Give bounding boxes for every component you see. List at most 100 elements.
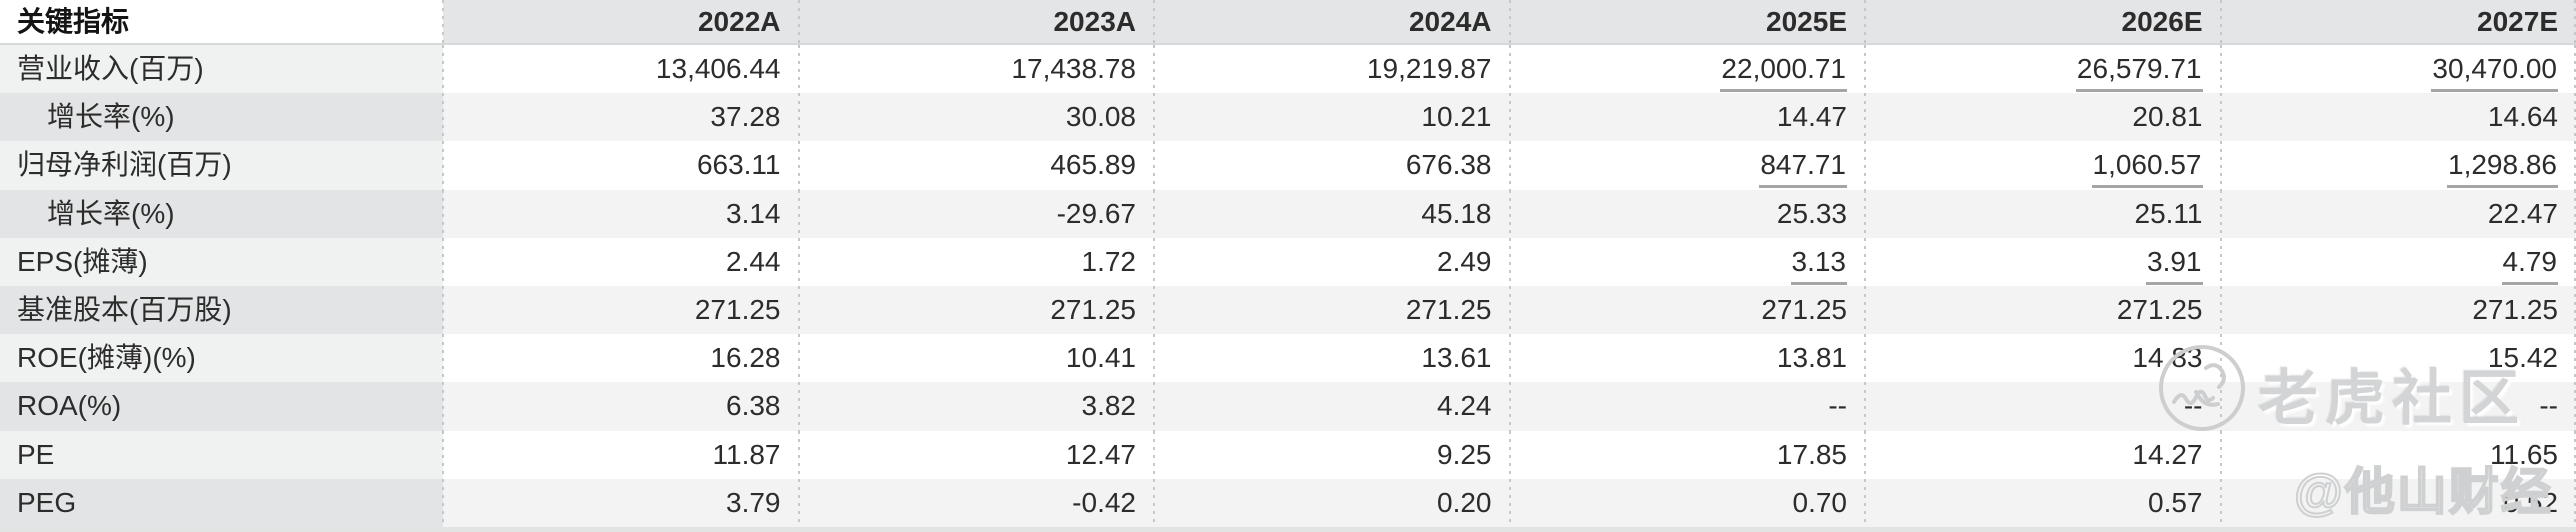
estimate-underlined-value: 1,298.86	[2447, 149, 2558, 189]
value-cell: 0.20	[1153, 478, 1510, 528]
value-cell: 17,438.78	[797, 45, 1154, 94]
value-cell: 271.25	[2219, 285, 2576, 335]
table-row: 增长率(%) 37.28 30.08 10.21 14.47 20.81 14.64	[0, 93, 2576, 142]
value-cell: 3.79	[442, 478, 799, 528]
value-cell: 10.21	[1153, 93, 1510, 142]
row-label-cell: EPS(摊薄)	[0, 237, 443, 286]
year-header-cell: 2026E	[1864, 0, 2221, 43]
table-bottom-strip	[0, 526, 2576, 532]
value-cell: 19,219.87	[1153, 45, 1510, 94]
value-cell: 16.28	[442, 334, 799, 383]
value-cell: 20.81	[1864, 93, 2221, 142]
table-row: 基准股本(百万股) 271.25 271.25 271.25 271.25 271.25 2…	[0, 285, 2576, 335]
value-cell: 14.83	[1864, 334, 2221, 383]
estimate-underlined-value: 1,060.57	[2091, 149, 2203, 189]
value-cell: 15.42	[2219, 334, 2576, 383]
value-cell: 13.81	[1508, 334, 1865, 383]
value-cell: 271.25	[1864, 285, 2221, 335]
value-cell: 465.89	[797, 141, 1154, 190]
value-cell: 26,579.71	[1864, 45, 2221, 94]
value-cell: 25.33	[1508, 189, 1865, 238]
estimate-underlined-value: 3.13	[1790, 246, 1847, 285]
table-body: 营业收入(百万) 13,406.44 17,438.78 19,219.87 22,00…	[0, 45, 2576, 528]
table-row: ROE(摊薄)(%) 16.28 10.41 13.61 13.81 14.83 15.42	[0, 334, 2576, 383]
value-cell: 13,406.44	[442, 45, 799, 94]
value-cell: 271.25	[797, 285, 1154, 335]
value-cell: 1,060.57	[1864, 141, 2221, 190]
value-cell: 271.25	[1153, 285, 1510, 335]
value-cell: --	[2219, 382, 2576, 431]
year-header-cell: 2027E	[2219, 0, 2576, 43]
value-cell: 3.13	[1508, 237, 1865, 287]
table-row: EPS(摊薄) 2.44 1.72 2.49 3.13 3.91 4.79	[0, 237, 2576, 287]
estimate-underlined-value: 3.91	[2146, 246, 2203, 285]
table-row: PEG 3.79 -0.42 0.20 0.70 0.57 0.52	[0, 478, 2576, 528]
value-cell: 6.38	[442, 382, 799, 431]
value-cell: 2.49	[1153, 237, 1510, 287]
value-cell: 25.11	[1864, 189, 2221, 238]
value-cell: 0.57	[1864, 478, 2221, 528]
value-cell: 10.41	[797, 334, 1154, 383]
value-cell: 0.52	[2219, 478, 2576, 528]
estimate-underlined-value: 26,579.71	[2075, 53, 2203, 92]
value-cell: 0.70	[1508, 478, 1865, 528]
value-cell: 271.25	[442, 285, 799, 335]
estimate-underlined-value: 22,000.71	[1720, 53, 1847, 92]
table-header-row: 关键指标 2022A 2023A 2024A 2025E 2026E 2027E	[0, 0, 2576, 45]
table-row: PE 11.87 12.47 9.25 17.85 14.27 11.65	[0, 430, 2576, 479]
value-cell: 676.38	[1153, 141, 1510, 190]
value-cell: 45.18	[1153, 189, 1510, 238]
value-cell: --	[1864, 382, 2221, 431]
row-label-cell: PEG	[0, 478, 443, 527]
value-cell: 11.65	[2219, 430, 2576, 479]
value-cell: 22.47	[2219, 189, 2576, 238]
value-cell: 13.61	[1153, 334, 1510, 383]
value-cell: 3.91	[1864, 237, 2221, 287]
value-cell: -29.67	[797, 189, 1154, 238]
row-label-cell: ROA(%)	[0, 382, 443, 431]
row-label-cell: 增长率(%)	[0, 189, 443, 238]
value-cell: 30,470.00	[2219, 45, 2576, 94]
value-cell: 9.25	[1153, 430, 1510, 479]
table-row: 归母净利润(百万) 663.11 465.89 676.38 847.71 1,060.5…	[0, 141, 2576, 190]
estimate-underlined-value: 847.71	[1759, 149, 1847, 189]
row-label-cell: 增长率(%)	[0, 93, 443, 142]
value-cell: 14.47	[1508, 93, 1865, 142]
value-cell: 37.28	[442, 93, 799, 142]
table-row: 增长率(%) 3.14 -29.67 45.18 25.33 25.11 22.47	[0, 189, 2576, 238]
value-cell: --	[1508, 382, 1865, 431]
row-label-cell: 营业收入(百万)	[0, 45, 443, 94]
row-label-cell: 基准股本(百万股)	[0, 285, 443, 335]
year-header-cell: 2024A	[1153, 0, 1510, 43]
value-cell: 2.44	[442, 237, 799, 287]
value-cell: 17.85	[1508, 430, 1865, 479]
value-cell: 3.14	[442, 189, 799, 238]
row-label-cell: ROE(摊薄)(%)	[0, 334, 443, 383]
value-cell: 271.25	[1508, 285, 1865, 335]
row-label-cell: 归母净利润(百万)	[0, 141, 443, 190]
value-cell: 11.87	[442, 430, 799, 479]
estimate-underlined-value: 4.79	[2501, 246, 2558, 285]
value-cell: 14.27	[1864, 430, 2221, 479]
value-cell: 4.79	[2219, 237, 2576, 287]
value-cell: 1.72	[797, 237, 1154, 287]
year-header-cell: 2023A	[797, 0, 1154, 43]
value-cell: 14.64	[2219, 93, 2576, 142]
value-cell: 663.11	[442, 141, 799, 190]
key-metrics-header-cell: 关键指标	[0, 0, 443, 43]
table-row: ROA(%) 6.38 3.82 4.24 -- -- --	[0, 382, 2576, 431]
year-header-cell: 2022A	[442, 0, 799, 43]
year-header-cell: 2025E	[1508, 0, 1865, 43]
table-row: 营业收入(百万) 13,406.44 17,438.78 19,219.87 22,00…	[0, 45, 2576, 94]
value-cell: 30.08	[797, 93, 1154, 142]
estimate-underlined-value: 30,470.00	[2431, 53, 2558, 92]
value-cell: 22,000.71	[1508, 45, 1865, 94]
value-cell: 3.82	[797, 382, 1154, 431]
value-cell: 4.24	[1153, 382, 1510, 431]
value-cell: 1,298.86	[2219, 141, 2576, 190]
value-cell: -0.42	[797, 478, 1154, 528]
value-cell: 12.47	[797, 430, 1154, 479]
value-cell: 847.71	[1508, 141, 1865, 190]
row-label-cell: PE	[0, 430, 443, 479]
